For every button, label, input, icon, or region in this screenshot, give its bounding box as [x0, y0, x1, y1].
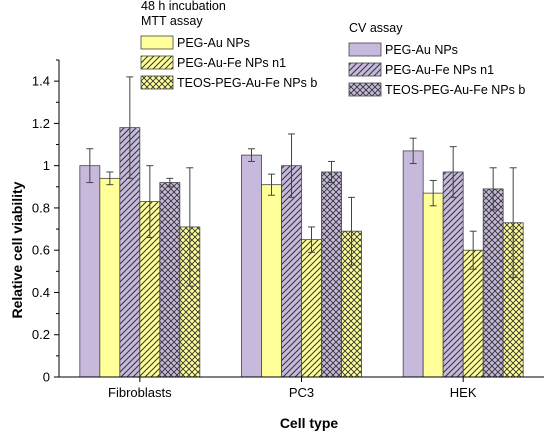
- bar: [321, 171, 342, 378]
- legend-swatch: [348, 42, 382, 57]
- axes-layer: [54, 59, 544, 382]
- bar: [422, 192, 444, 378]
- y-tick-label: 1.2: [32, 116, 50, 131]
- x-tick-label: HEK: [450, 385, 477, 400]
- legend-label: PEG-Au-Fe NPs n1: [385, 63, 494, 77]
- legend-header: 48 h incubation: [141, 0, 226, 13]
- y-tick-label: 0: [43, 370, 50, 385]
- legend-label: TEOS-PEG-Au-Fe NPs b: [385, 83, 525, 97]
- legend-header: MTT assay: [141, 14, 203, 28]
- y-ticks-layer: 0 0.2 0.4 0.6 0.8 1 1.2 1.4: [32, 74, 50, 385]
- bar: [261, 184, 282, 378]
- y-tick-label: 0.8: [32, 200, 50, 215]
- bars-layer: [79, 127, 524, 378]
- x-axis-title: Cell type: [280, 415, 339, 431]
- legend-label: PEG-Au NPs: [385, 43, 458, 57]
- legend-swatch: [348, 62, 382, 77]
- bar: [482, 188, 504, 378]
- x-tick-label: Fibroblasts: [108, 385, 172, 400]
- legend-header: CV assay: [349, 21, 403, 35]
- legend-label: PEG-Au-Fe NPs n1: [177, 56, 286, 70]
- legend-swatch: [140, 75, 174, 90]
- bar: [301, 239, 322, 378]
- bar: [402, 150, 424, 378]
- y-tick-label: 0.2: [32, 327, 50, 342]
- bar: [442, 171, 464, 378]
- y-tick-label: 1: [43, 158, 50, 173]
- legend-label: TEOS-PEG-Au-Fe NPs b: [177, 76, 317, 90]
- error-bars-layer: [86, 76, 517, 287]
- y-tick-label: 1.4: [32, 74, 50, 89]
- x-tick-label: PC3: [289, 385, 314, 400]
- legend-label: PEG-Au NPs: [177, 36, 250, 50]
- legend-swatch: [140, 55, 174, 70]
- legend-swatch: [348, 82, 382, 97]
- bar: [99, 177, 121, 378]
- y-axis-title: Relative cell viability: [9, 181, 25, 318]
- bar: [79, 165, 101, 378]
- legend-swatch: [140, 35, 174, 50]
- y-tick-label: 0.4: [32, 285, 50, 300]
- bar: [241, 154, 262, 378]
- bar: [159, 182, 181, 378]
- y-tick-label: 0.6: [32, 243, 50, 258]
- x-ticks-layer: Fibroblasts PC3 HEK: [108, 385, 477, 400]
